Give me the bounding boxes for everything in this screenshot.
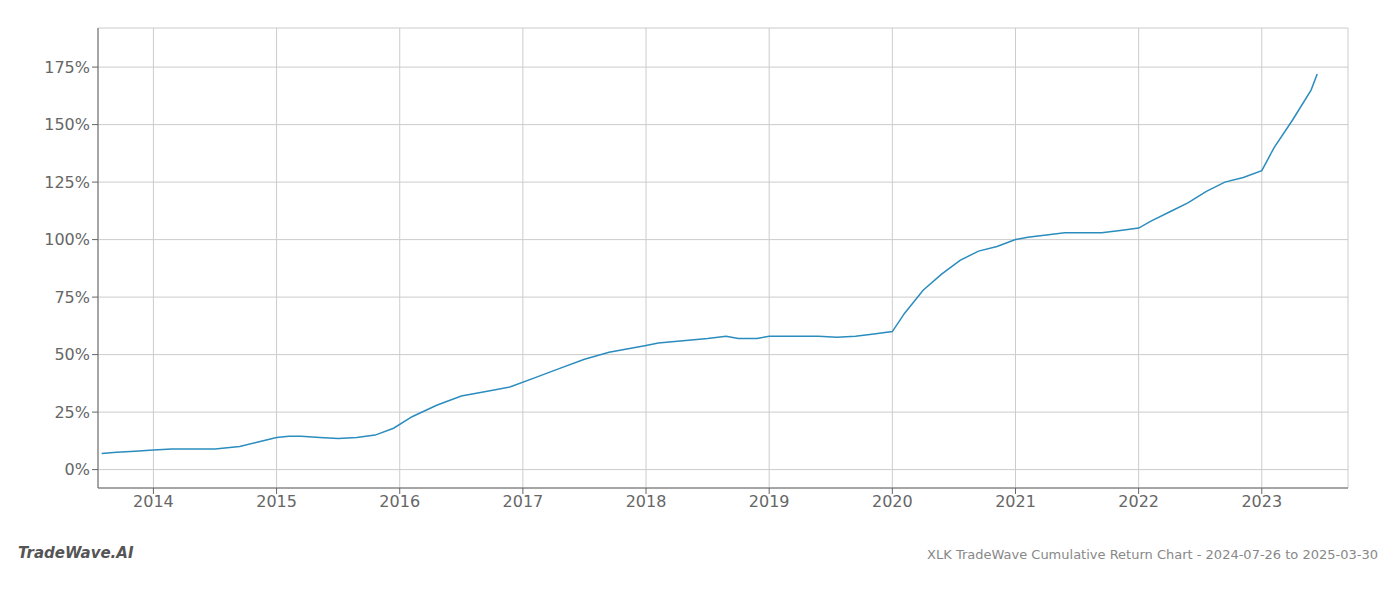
html-text:TradeWave.AI: TradeWave.AI <box>18 544 134 562</box>
svg-text:125%: 125% <box>44 173 90 192</box>
svg-text:150%: 150% <box>44 115 90 134</box>
svg-text:75%: 75% <box>54 288 90 307</box>
svg-text:2022: 2022 <box>1118 492 1159 511</box>
svg-text:2014: 2014 <box>133 492 174 511</box>
svg-text:2020: 2020 <box>872 492 913 511</box>
svg-text:2015: 2015 <box>256 492 297 511</box>
svg-text:0%: 0% <box>65 460 90 479</box>
svg-text:25%: 25% <box>54 403 90 422</box>
html-text:XLK TradeWave Cumulative Retur: XLK TradeWave Cumulative Return Chart - … <box>927 547 1378 562</box>
svg-text:2016: 2016 <box>379 492 420 511</box>
svg-text:2018: 2018 <box>626 492 667 511</box>
svg-text:175%: 175% <box>44 58 90 77</box>
svg-text:2023: 2023 <box>1241 492 1282 511</box>
svg-text:2021: 2021 <box>995 492 1036 511</box>
svg-text:50%: 50% <box>54 345 90 364</box>
svg-text:2019: 2019 <box>749 492 790 511</box>
svg-text:100%: 100% <box>44 230 90 249</box>
svg-text:2017: 2017 <box>503 492 544 511</box>
